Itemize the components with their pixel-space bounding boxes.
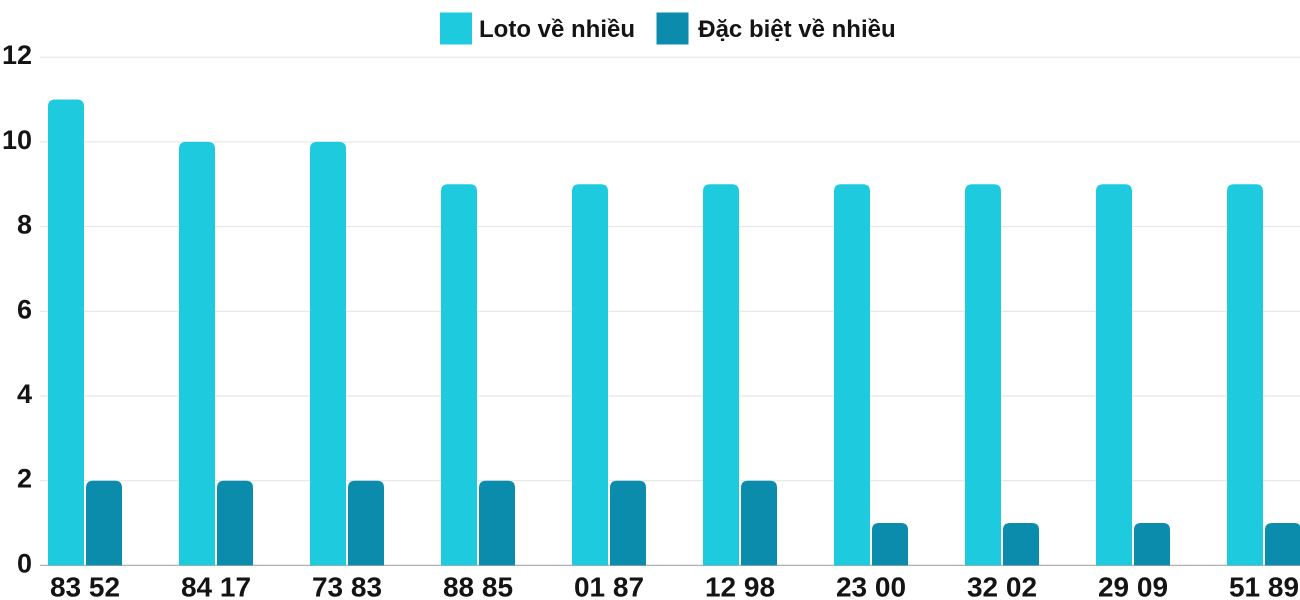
svg-text:88 85: 88 85 [443,571,513,600]
svg-text:2: 2 [17,464,32,494]
svg-text:4: 4 [17,379,32,409]
svg-text:12 98: 12 98 [705,571,775,600]
svg-text:Đặc biệt về nhiều: Đặc biệt về nhiều [698,16,895,43]
svg-text:10: 10 [2,125,32,155]
svg-text:12: 12 [2,40,32,70]
svg-text:01 87: 01 87 [574,571,644,600]
svg-text:84 17: 84 17 [181,571,251,600]
svg-text:51 89: 51 89 [1229,571,1299,600]
svg-text:73 83: 73 83 [312,571,382,600]
svg-text:83 52: 83 52 [50,571,120,600]
svg-text:32 02: 32 02 [967,571,1037,600]
svg-text:23 00: 23 00 [836,571,906,600]
svg-text:29 09: 29 09 [1098,571,1168,600]
svg-text:0: 0 [17,548,32,578]
svg-text:6: 6 [17,294,32,324]
svg-text:Loto về nhiều: Loto về nhiều [479,16,635,43]
svg-text:8: 8 [17,210,32,240]
